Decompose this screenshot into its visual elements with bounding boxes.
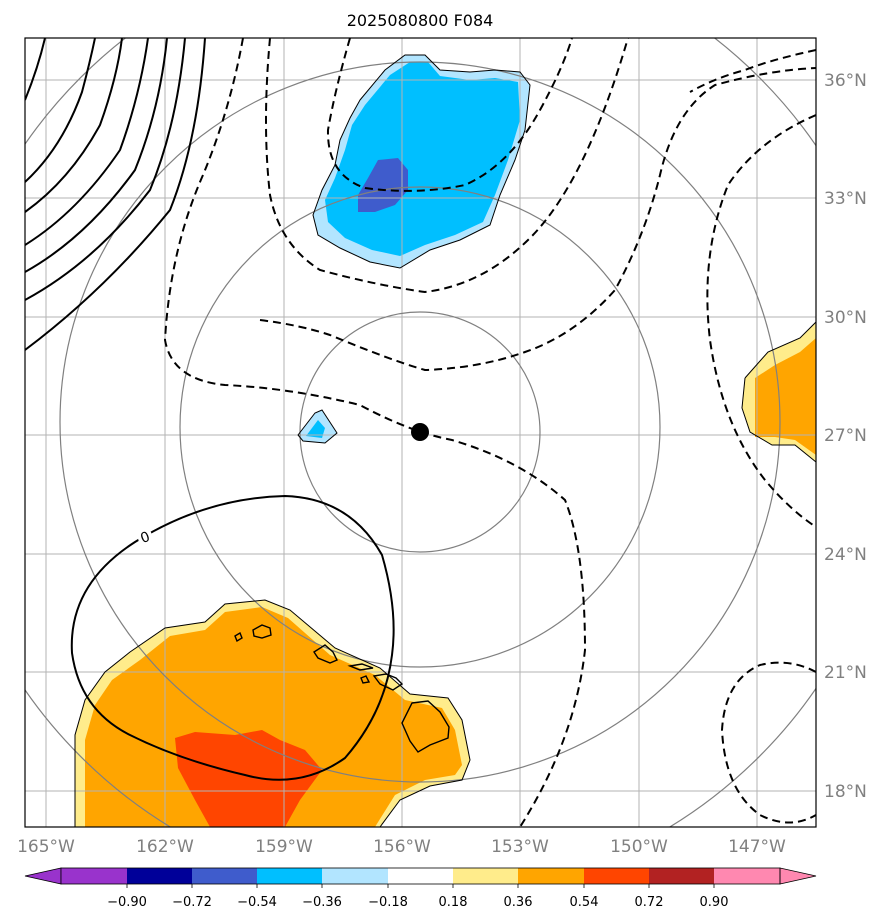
- colorbar-segment: [192, 868, 257, 884]
- island-niihau: [234, 631, 243, 643]
- colorbar-frame: [60, 867, 781, 885]
- lon-label: 147°W: [728, 837, 786, 857]
- colorbar-tick-label: −0.90: [107, 895, 147, 910]
- neg-blob-north-mid: [325, 62, 520, 256]
- colorbar-tick-label: 0.90: [700, 895, 729, 910]
- colorbar-segment: [649, 868, 714, 884]
- island-kauai: [252, 624, 272, 639]
- lat-label: 30°N: [824, 308, 867, 328]
- lon-labels: 165°W 162°W 159°W 156°W 153°W 150°W 147°…: [17, 837, 786, 857]
- colorbar-segment: [322, 868, 388, 884]
- lat-label: 27°N: [824, 426, 867, 446]
- coastline: [74, 54, 816, 827]
- lon-label: 150°W: [610, 837, 668, 857]
- lat-label: 21°N: [824, 663, 867, 683]
- map-frame: [24, 37, 817, 828]
- colorbar: −0.90 −0.72 −0.54 −0.36 −0.18 0.18 0.36 …: [24, 867, 817, 910]
- colorbar-tick-label: −0.36: [302, 895, 342, 910]
- colorbar-tick-label: −0.54: [237, 895, 277, 910]
- lon-label: 159°W: [255, 837, 313, 857]
- lat-label: 36°N: [824, 71, 867, 91]
- island-molokai: [347, 663, 374, 671]
- colorbar-segment: [257, 868, 322, 884]
- colorbar-segment: [388, 868, 453, 884]
- lat-label: 33°N: [824, 189, 867, 209]
- pos-blob-south-max: [175, 730, 322, 827]
- island-lanai: [360, 675, 371, 684]
- colorbar-segment: [453, 868, 518, 884]
- island-big-island: [401, 700, 450, 753]
- dashed-contours: [163, 38, 816, 827]
- lon-label: 165°W: [17, 837, 75, 857]
- solid-contours: [25, 38, 395, 781]
- graticule: [25, 38, 816, 827]
- colorbar-tick-label: 0.54: [570, 895, 599, 910]
- neg-blob-small-core: [306, 420, 325, 438]
- lat-label: 24°N: [824, 545, 867, 565]
- lon-label: 162°W: [136, 837, 194, 857]
- pos-blob-east-core: [755, 338, 816, 455]
- lat-labels: 36°N 33°N 30°N 27°N 24°N 21°N 18°N: [824, 71, 867, 802]
- island-oahu: [313, 644, 338, 664]
- figure-title: 2025080800 F084: [347, 11, 494, 30]
- colorbar-tick-label: −0.72: [172, 895, 212, 910]
- colorbar-extend-low: [24, 867, 62, 885]
- shading-layer: [75, 55, 816, 827]
- colorbar-tick-label: 0.36: [504, 895, 533, 910]
- center-marker: [411, 423, 429, 441]
- colorbar-tick-label: 0.18: [439, 895, 468, 910]
- lat-label: 18°N: [824, 782, 867, 802]
- colorbar-extend-high: [779, 867, 817, 885]
- colorbar-segment: [584, 868, 649, 884]
- lon-label: 153°W: [491, 837, 549, 857]
- colorbar-segment: [518, 868, 584, 884]
- contour-label-bg: [138, 528, 152, 546]
- colorbar-segment: [127, 868, 192, 884]
- colorbar-tick-label: −0.18: [368, 895, 408, 910]
- pos-blob-south-core: [85, 607, 462, 827]
- colorbar-segment: [714, 868, 780, 884]
- colorbar-segment: [61, 868, 127, 884]
- lon-label: 156°W: [373, 837, 431, 857]
- island-maui: [372, 673, 404, 691]
- map-panel: 0: [25, 38, 816, 827]
- colorbar-tick-label: 0.72: [635, 895, 664, 910]
- hawaiian-islands: [234, 624, 450, 753]
